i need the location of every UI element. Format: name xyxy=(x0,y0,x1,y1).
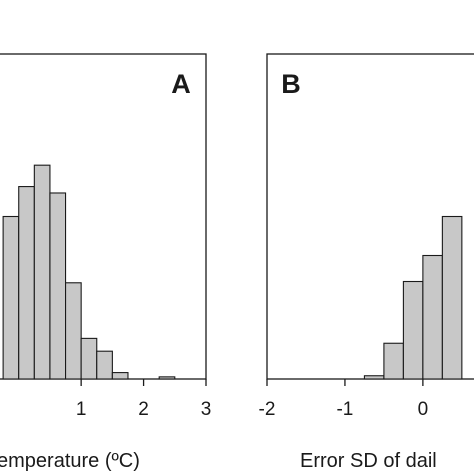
panel-b-label: B xyxy=(281,69,301,99)
panel-a-label: A xyxy=(171,69,191,99)
panel-a-bars xyxy=(2,164,176,380)
panel-b-bar xyxy=(383,342,404,380)
panel-a-x-axis-title: emperature (ºC) xyxy=(0,450,140,472)
panel-b-x-tick-label: -1 xyxy=(336,399,353,420)
panel-a-x-tick-label: 1 xyxy=(76,399,87,420)
panel-b-x-axis-title: Error SD of dail xyxy=(300,450,437,472)
panel-a-x-tick-label: 3 xyxy=(201,399,212,420)
panel-a-bar xyxy=(49,192,67,380)
panel-b-x-tick-label: 0 xyxy=(418,399,429,420)
panel-b-x-ticks: -2 -1 0 xyxy=(259,379,429,420)
panel-a-bar xyxy=(33,164,51,380)
panel-b-bar xyxy=(422,254,443,380)
panel-a: A 1 2 3 emperature (ºC) xyxy=(0,53,211,472)
panel-b-bar xyxy=(402,280,424,380)
panel-b-bars xyxy=(363,215,463,380)
panel-a-bar xyxy=(111,372,129,380)
panel-a-bar xyxy=(65,282,82,380)
panel-a-bar xyxy=(158,376,176,380)
panel-a-bar xyxy=(80,337,98,380)
panel-a-bar xyxy=(18,186,35,380)
panel-b-bar xyxy=(441,215,463,380)
panel-a-x-tick-label: 2 xyxy=(138,399,149,420)
panel-b-bar xyxy=(363,375,385,380)
panel-a-bar xyxy=(96,350,113,380)
panel-b: B -2 -1 0 Error SD of dail xyxy=(259,53,474,472)
panel-a-x-ticks: 1 2 3 xyxy=(76,379,211,420)
panel-a-bar xyxy=(2,215,20,380)
panel-b-x-tick-label: -2 xyxy=(259,399,276,420)
